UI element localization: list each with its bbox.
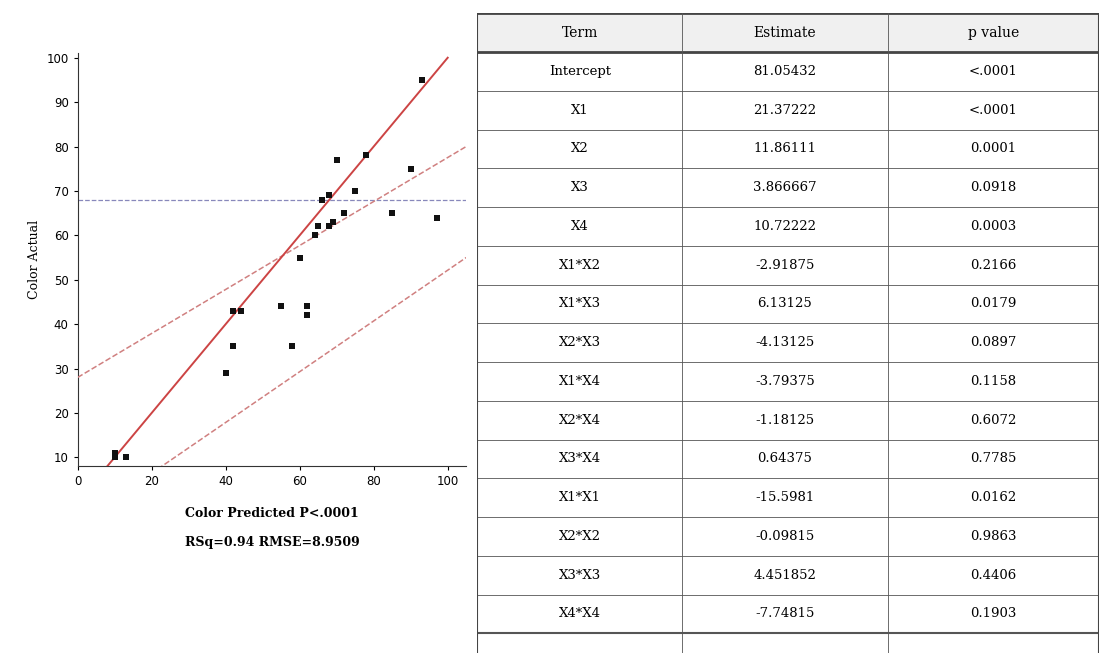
Text: 0.7785: 0.7785: [970, 452, 1017, 466]
Text: X1*X3: X1*X3: [558, 298, 601, 310]
Point: [224, 341, 242, 352]
Y-axis label: Color Actual: Color Actual: [28, 220, 41, 299]
Point: [272, 301, 290, 312]
Bar: [477, 401, 1099, 440]
Point: [327, 155, 345, 165]
Text: 6.13125: 6.13125: [758, 298, 813, 310]
Bar: [477, 130, 1099, 168]
Bar: [477, 91, 1099, 130]
Bar: [477, 517, 1099, 556]
Point: [310, 221, 327, 232]
Point: [299, 301, 316, 312]
Text: 21.37222: 21.37222: [754, 104, 817, 117]
Text: -7.74815: -7.74815: [755, 607, 815, 621]
Text: Color Predicted P<.0001: Color Predicted P<.0001: [185, 507, 359, 521]
Point: [335, 208, 353, 218]
Text: X2*X3: X2*X3: [558, 336, 601, 349]
Text: 0.0918: 0.0918: [970, 181, 1017, 194]
Bar: [477, 52, 1099, 91]
Point: [413, 75, 431, 85]
Bar: [477, 595, 1099, 633]
Text: Term: Term: [562, 26, 598, 40]
Point: [321, 190, 339, 200]
Text: X1: X1: [571, 104, 588, 117]
Text: X2: X2: [571, 143, 588, 155]
Text: RSq=0.94 RMSE=8.9509: RSq=0.94 RMSE=8.9509: [184, 536, 360, 549]
Point: [291, 252, 309, 263]
Point: [105, 448, 123, 458]
Point: [232, 306, 250, 316]
Text: X2*X4: X2*X4: [558, 414, 601, 427]
Text: -15.5981: -15.5981: [756, 492, 815, 504]
Point: [383, 208, 401, 218]
Text: 0.6072: 0.6072: [970, 414, 1017, 427]
Text: X1*X1: X1*X1: [558, 492, 601, 504]
Text: 0.9863: 0.9863: [970, 530, 1017, 543]
Bar: [477, 362, 1099, 401]
Point: [105, 452, 123, 463]
Point: [299, 310, 316, 320]
Text: X2*X2: X2*X2: [558, 530, 601, 543]
Text: X3: X3: [571, 181, 588, 194]
Text: 0.1158: 0.1158: [970, 375, 1017, 388]
Point: [283, 341, 301, 352]
Text: X3*X3: X3*X3: [558, 569, 601, 581]
Text: <.0001: <.0001: [969, 65, 1018, 78]
Text: -0.09815: -0.09815: [756, 530, 815, 543]
Text: <.0001: <.0001: [969, 104, 1018, 117]
Text: X4*X4: X4*X4: [558, 607, 601, 621]
Text: 10.72222: 10.72222: [754, 220, 817, 233]
Text: 0.0003: 0.0003: [970, 220, 1017, 233]
Text: 3.866667: 3.866667: [754, 181, 817, 194]
Point: [117, 452, 134, 463]
Text: X4: X4: [571, 220, 588, 233]
Text: 0.0897: 0.0897: [970, 336, 1017, 349]
Bar: [477, 284, 1099, 323]
Bar: [477, 207, 1099, 246]
Text: 0.64375: 0.64375: [757, 452, 813, 466]
Text: 0.0162: 0.0162: [970, 492, 1017, 504]
Point: [224, 306, 242, 316]
Text: p value: p value: [968, 26, 1019, 40]
Bar: [477, 478, 1099, 517]
Text: X1*X2: X1*X2: [558, 258, 601, 272]
Point: [402, 163, 420, 174]
Text: Intercept: Intercept: [548, 65, 611, 78]
Text: 81.05432: 81.05432: [754, 65, 817, 78]
Bar: [477, 13, 1099, 52]
Bar: [477, 323, 1099, 362]
Text: X3*X4: X3*X4: [558, 452, 601, 466]
Point: [357, 150, 375, 161]
Bar: [477, 168, 1099, 207]
Point: [321, 221, 339, 232]
Text: -3.79375: -3.79375: [755, 375, 815, 388]
Text: 0.4406: 0.4406: [970, 569, 1017, 581]
Bar: [477, 440, 1099, 478]
Point: [324, 216, 342, 227]
Text: 0.1903: 0.1903: [970, 607, 1017, 621]
Text: Estimate: Estimate: [754, 26, 816, 40]
Text: 0.2166: 0.2166: [970, 258, 1017, 272]
Point: [427, 212, 445, 223]
Point: [313, 194, 331, 205]
Text: 0.0001: 0.0001: [970, 143, 1017, 155]
Bar: [477, 556, 1099, 595]
Text: -2.91875: -2.91875: [755, 258, 815, 272]
Text: 4.451852: 4.451852: [754, 569, 817, 581]
Text: -1.18125: -1.18125: [756, 414, 815, 427]
Text: 0.0179: 0.0179: [970, 298, 1017, 310]
Point: [305, 230, 323, 240]
Text: 11.86111: 11.86111: [754, 143, 817, 155]
Point: [216, 368, 234, 378]
Point: [346, 186, 364, 196]
Bar: [477, 246, 1099, 284]
Text: X1*X4: X1*X4: [558, 375, 601, 388]
Text: -4.13125: -4.13125: [756, 336, 815, 349]
